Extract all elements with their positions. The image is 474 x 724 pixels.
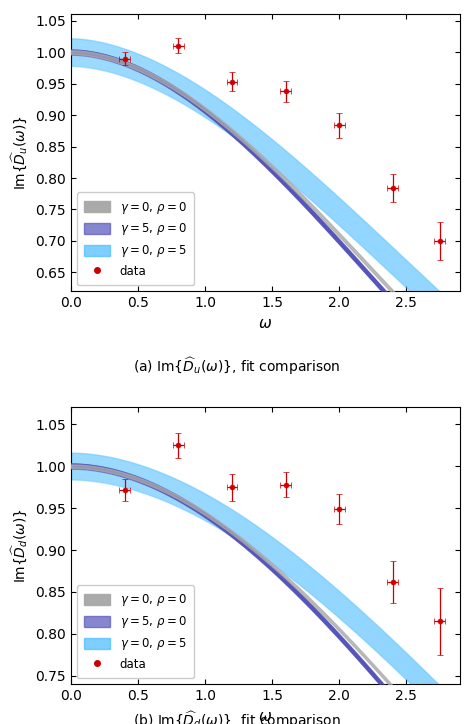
Text: (a) Im$\{\widehat{D}_u(\omega)\}$, fit comparison: (a) Im$\{\widehat{D}_u(\omega)\}$, fit c… bbox=[133, 356, 341, 377]
Y-axis label: Im$\{\widehat{D}_u(\omega)\}$: Im$\{\widehat{D}_u(\omega)\}$ bbox=[10, 115, 30, 190]
X-axis label: $\omega$: $\omega$ bbox=[258, 709, 273, 723]
X-axis label: $\omega$: $\omega$ bbox=[258, 316, 273, 331]
Legend: $\gamma = 0,\, \rho = 0$, $\gamma = 5,\, \rho = 0$, $\gamma = 0,\, \rho = 5$, da: $\gamma = 0,\, \rho = 0$, $\gamma = 5,\,… bbox=[77, 586, 194, 678]
Y-axis label: Im$\{\widehat{D}_d(\omega)\}$: Im$\{\widehat{D}_d(\omega)\}$ bbox=[10, 508, 30, 584]
Legend: $\gamma = 0,\, \rho = 0$, $\gamma = 5,\, \rho = 0$, $\gamma = 0,\, \rho = 5$, da: $\gamma = 0,\, \rho = 0$, $\gamma = 5,\,… bbox=[77, 193, 194, 285]
Text: (b) Im$\{\widehat{D}_d(\omega)\}$, fit comparison: (b) Im$\{\widehat{D}_d(\omega)\}$, fit c… bbox=[133, 710, 341, 724]
